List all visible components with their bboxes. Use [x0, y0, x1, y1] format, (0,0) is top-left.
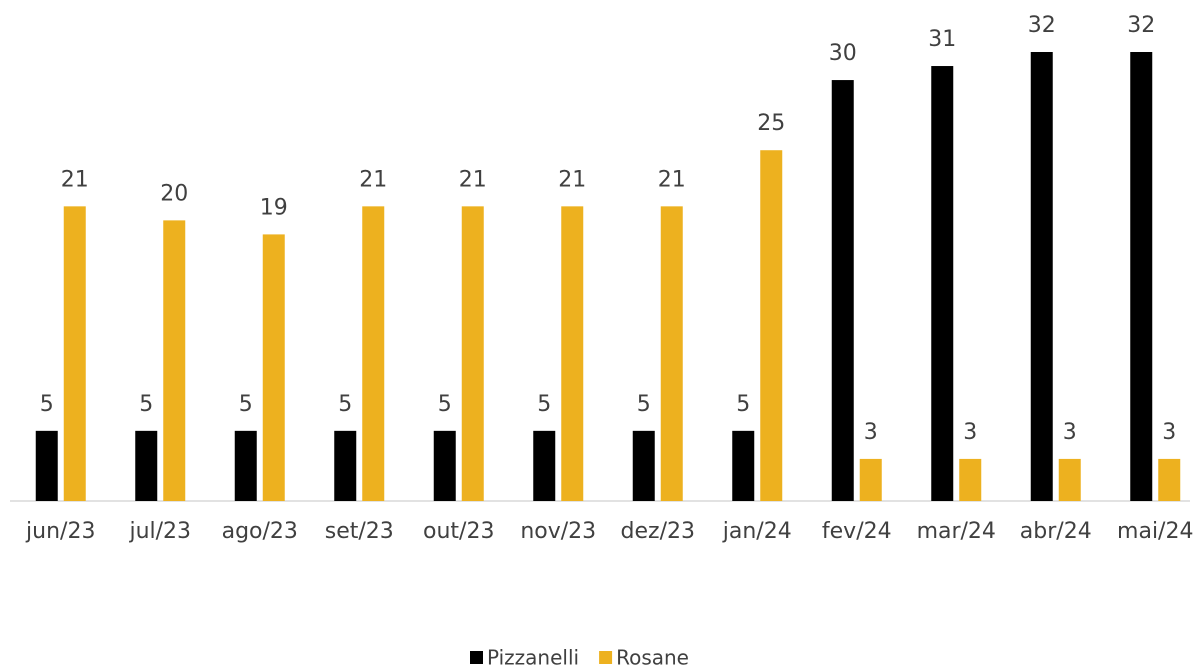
bar: [959, 458, 982, 501]
bar: [660, 206, 683, 501]
bar: [163, 220, 186, 501]
x-tick-label: dez/23: [621, 519, 695, 544]
legend-label: Rosane: [616, 646, 689, 670]
bar: [461, 206, 484, 501]
bar: [433, 430, 456, 501]
bar: [760, 150, 783, 501]
legend-label: Pizzanelli: [487, 646, 579, 670]
data-label: 3: [1162, 420, 1176, 445]
x-tick-label: jan/24: [722, 519, 792, 544]
data-label: 3: [1063, 420, 1077, 445]
data-label: 31: [928, 27, 956, 52]
x-tick-label: ago/23: [222, 519, 298, 544]
x-tick-label: fev/24: [822, 519, 892, 544]
legend-swatch: [470, 651, 483, 664]
legend-swatch: [599, 651, 613, 664]
bar: [632, 430, 655, 501]
data-label: 5: [537, 392, 551, 417]
bar: [334, 430, 357, 501]
data-label: 5: [438, 392, 452, 417]
bar: [362, 206, 385, 501]
x-tick-label: mar/24: [917, 519, 996, 544]
data-label: 21: [359, 167, 387, 192]
data-label: 21: [61, 167, 89, 192]
bar: [135, 430, 158, 501]
bar: [831, 80, 854, 501]
data-label: 32: [1028, 13, 1056, 38]
bar: [35, 430, 58, 501]
data-label: 21: [658, 167, 686, 192]
bar: [234, 430, 257, 501]
bar: [533, 430, 556, 501]
bar: [732, 430, 755, 501]
bar: [1030, 52, 1053, 501]
x-tick-label: set/23: [325, 519, 394, 544]
data-label: 30: [829, 41, 857, 66]
x-tick-label: abr/24: [1020, 519, 1092, 544]
data-label: 20: [160, 181, 188, 206]
bar: [1130, 52, 1153, 501]
x-tick-label: jul/23: [128, 519, 191, 544]
data-label: 5: [40, 392, 54, 417]
data-label: 5: [338, 392, 352, 417]
data-label: 5: [637, 392, 651, 417]
x-tick-label: mai/24: [1117, 519, 1193, 544]
data-label: 3: [963, 420, 977, 445]
x-tick-label: jun/23: [25, 519, 95, 544]
bar: [859, 458, 882, 501]
data-label: 19: [260, 195, 288, 220]
bar: [561, 206, 584, 501]
bar: [63, 206, 86, 501]
bar: [931, 66, 954, 501]
data-label: 5: [239, 392, 253, 417]
data-label: 5: [139, 392, 153, 417]
data-label: 21: [459, 167, 487, 192]
data-label: 5: [736, 392, 750, 417]
bar: [1058, 458, 1081, 501]
x-tick-label: out/23: [423, 519, 494, 544]
data-label: 25: [757, 111, 785, 136]
data-label: 21: [558, 167, 586, 192]
x-tick-label: nov/23: [520, 519, 596, 544]
data-label: 32: [1127, 13, 1155, 38]
bar: [1158, 458, 1181, 501]
data-label: 3: [864, 420, 878, 445]
bar: [262, 234, 285, 501]
